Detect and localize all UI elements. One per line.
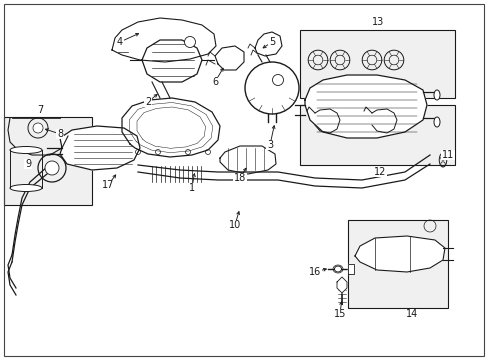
Polygon shape (305, 75, 426, 138)
Ellipse shape (10, 147, 42, 153)
Text: 6: 6 (211, 77, 218, 87)
Text: 11: 11 (441, 150, 453, 160)
Polygon shape (112, 18, 216, 62)
Ellipse shape (244, 62, 298, 114)
Bar (4, 117, 92, 205)
Text: 2: 2 (144, 97, 151, 107)
Ellipse shape (433, 90, 439, 100)
Bar (347, 220, 447, 308)
Ellipse shape (334, 266, 341, 272)
Text: 1: 1 (188, 183, 195, 193)
Text: 7: 7 (37, 105, 43, 115)
Polygon shape (347, 264, 353, 274)
Text: 10: 10 (228, 220, 241, 230)
Polygon shape (220, 146, 275, 174)
Polygon shape (215, 46, 244, 70)
Text: 3: 3 (266, 140, 272, 150)
Text: 16: 16 (308, 267, 321, 277)
Ellipse shape (10, 185, 42, 192)
Polygon shape (122, 98, 220, 157)
Text: 17: 17 (102, 180, 114, 190)
Text: 15: 15 (333, 309, 346, 319)
Text: 8: 8 (57, 129, 63, 139)
Circle shape (272, 75, 283, 86)
Polygon shape (336, 277, 346, 293)
Polygon shape (254, 32, 282, 56)
Circle shape (184, 36, 195, 48)
Ellipse shape (433, 117, 439, 127)
Bar (299, 30, 454, 98)
Text: 4: 4 (117, 37, 123, 47)
Circle shape (45, 161, 59, 175)
Text: 13: 13 (371, 17, 384, 27)
Polygon shape (354, 236, 444, 272)
Circle shape (33, 123, 43, 133)
Text: 12: 12 (373, 167, 386, 177)
Text: 14: 14 (405, 309, 417, 319)
Polygon shape (60, 126, 140, 170)
Text: 5: 5 (268, 37, 275, 47)
Text: 18: 18 (233, 173, 245, 183)
Polygon shape (142, 40, 202, 82)
Text: 9: 9 (25, 159, 31, 169)
Bar (299, 105, 454, 165)
